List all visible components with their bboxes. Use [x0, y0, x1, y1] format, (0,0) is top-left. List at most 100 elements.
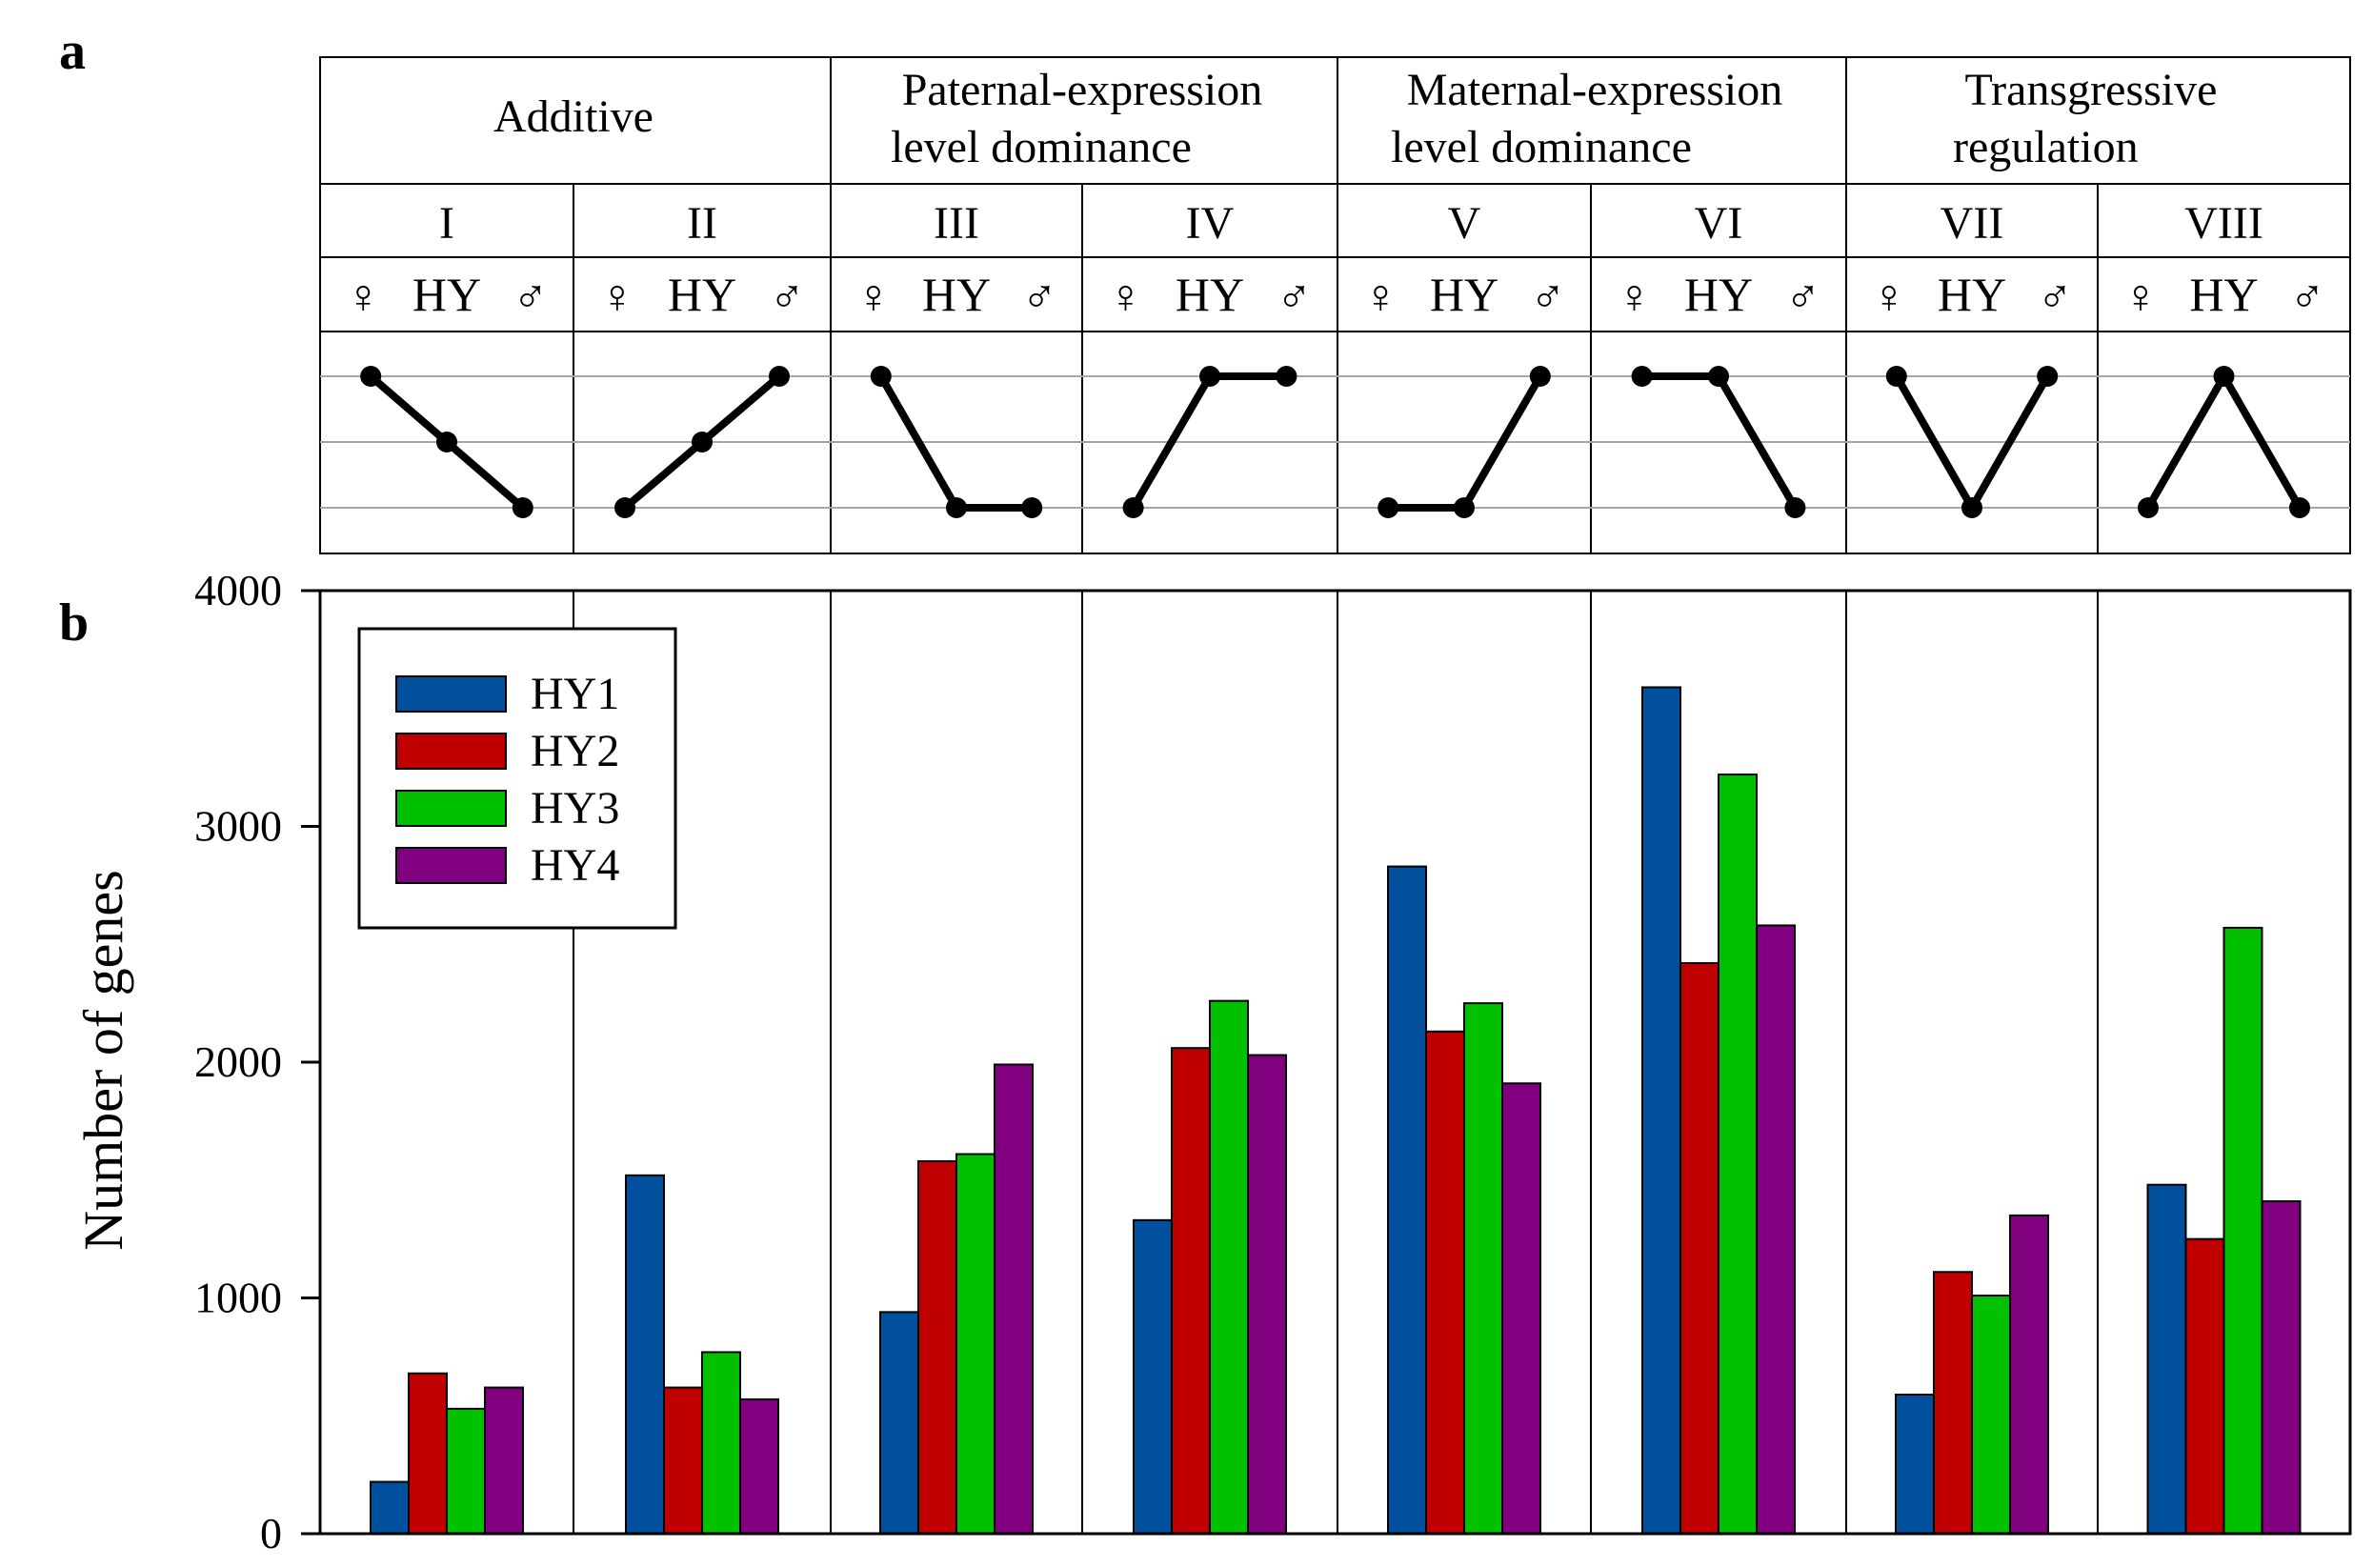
hybrid-label: HY: [1938, 268, 2006, 321]
pattern-point: [512, 497, 533, 518]
male-symbol: ♂: [1785, 270, 1821, 323]
pattern-point: [614, 497, 635, 518]
pattern-columns: I ♀ HY ♂ II ♀ HY ♂ III ♀ HY ♂ IV ♀ HY ♂ V ♀ HY ♂ VI ♀ HY ♂ VII ♀ H…: [320, 57, 2350, 553]
pattern-point: [1529, 366, 1551, 387]
legend-swatch-hy2: [395, 733, 507, 770]
male-symbol: ♂: [769, 270, 805, 323]
bar-hy4-viii: [2261, 1200, 2302, 1536]
hybrid-label: HY: [2189, 268, 2258, 321]
group-header-paternal-line1: Paternal-expression: [902, 65, 1263, 115]
pattern-point: [946, 497, 967, 518]
bar-hy4-v: [1501, 1082, 1541, 1536]
pattern-point: [2289, 497, 2310, 518]
pattern-label-vii: VII: [1941, 198, 2004, 249]
male-symbol: ♂: [513, 270, 549, 323]
bar-chart: 0 1000 2000 3000 4000 Number of genes HY1 HY2…: [72, 566, 2352, 1558]
bar-hy3-viii: [2222, 926, 2263, 1535]
panel-label-a: a: [59, 22, 86, 81]
group-header-transgressive-line2: regulation: [1953, 122, 2139, 172]
pattern-label-iii: III: [934, 198, 979, 249]
bar-hy3-v: [1463, 1002, 1503, 1535]
hybrid-label: HY: [922, 268, 991, 321]
legend-swatch-hy1: [395, 675, 507, 713]
pattern-point: [870, 366, 892, 387]
y-tick-label: 2000: [194, 1037, 282, 1086]
pattern-point: [1122, 497, 1144, 518]
pattern-label-ii: II: [687, 198, 717, 249]
pattern-point: [1199, 366, 1220, 387]
y-tick-label: 3000: [194, 802, 282, 851]
pattern-point: [2213, 366, 2235, 387]
y-tick-label: 0: [260, 1509, 282, 1558]
male-symbol: ♂: [1277, 270, 1313, 323]
legend-swatch-hy4: [395, 847, 507, 884]
bar-hy1-ii: [625, 1174, 665, 1536]
pattern-point: [2138, 497, 2159, 518]
group-header-maternal-line2: level dominance: [1391, 122, 1692, 172]
group-header-paternal-line2: level dominance: [891, 122, 1192, 172]
pattern-label-viii: VIII: [2184, 198, 2263, 249]
pattern-point: [1021, 497, 1043, 518]
hybrid-label: HY: [668, 268, 736, 321]
y-axis-label: Number of genes: [72, 870, 134, 1250]
hybrid-label: HY: [1176, 268, 1244, 321]
bar-hy1-i: [370, 1480, 410, 1536]
pattern-point: [769, 366, 790, 387]
pattern-point: [1454, 497, 1475, 518]
female-symbol: ♀: [1362, 270, 1398, 323]
legend-swatch-hy3: [395, 790, 507, 827]
legend-label-hy1: HY1: [531, 669, 619, 719]
panel-label-b: b: [59, 593, 89, 653]
bar-hy4-ii: [739, 1397, 779, 1536]
female-symbol: ♀: [345, 270, 381, 323]
bar-hy2-viii: [2184, 1237, 2225, 1535]
legend-label-hy2: HY2: [531, 726, 619, 776]
male-symbol: ♂: [1530, 270, 1566, 323]
pattern-point: [1784, 497, 1806, 518]
pattern-point: [2037, 366, 2059, 387]
pattern-point: [1961, 497, 1982, 518]
y-tick-label: 4000: [194, 566, 282, 614]
bar-hy2-vii: [1933, 1271, 1973, 1536]
bar-hy3-i: [446, 1407, 486, 1535]
pattern-label-iv: IV: [1186, 198, 1235, 249]
bar-hy1-iii: [879, 1311, 919, 1535]
y-axis: 0 1000 2000 3000 4000: [194, 566, 320, 1558]
bar-hy3-vi: [1718, 774, 1758, 1535]
bar-hy3-ii: [701, 1351, 741, 1536]
female-symbol: ♀: [1617, 270, 1653, 323]
pattern-point: [1378, 497, 1399, 518]
bar-hy1-viii: [2146, 1183, 2187, 1535]
bar-hy4-iv: [1247, 1054, 1287, 1535]
bar-hy4-iii: [994, 1063, 1034, 1535]
female-symbol: ♀: [599, 270, 635, 323]
pattern-label-vi: VI: [1695, 198, 1743, 249]
female-symbol: ♀: [2122, 270, 2159, 323]
group-header-maternal-line1: Maternal-expression: [1407, 65, 1783, 115]
hybrid-label: HY: [1430, 268, 1498, 321]
bar-hy2-i: [408, 1372, 448, 1535]
bar-hy3-iv: [1209, 999, 1249, 1535]
bar-hy4-i: [484, 1386, 524, 1536]
male-symbol: ♂: [1021, 270, 1057, 323]
bar-hy4-vi: [1756, 924, 1796, 1535]
pattern-label-i: I: [439, 198, 454, 249]
bar-hy1-iv: [1133, 1218, 1173, 1535]
bar-hy3-iii: [955, 1153, 995, 1536]
male-symbol: ♂: [2289, 270, 2325, 323]
bar-hy4-vii: [2009, 1214, 2049, 1535]
bar-hy2-vi: [1679, 962, 1719, 1535]
pattern-point: [692, 432, 713, 452]
pattern-point: [1885, 366, 1907, 387]
table-border: [319, 56, 2351, 554]
plot-frame: [318, 589, 2352, 1536]
female-symbol: ♀: [1108, 270, 1144, 323]
male-symbol: ♂: [2037, 270, 2073, 323]
hybrid-label: HY: [412, 268, 481, 321]
pattern-point: [1276, 366, 1297, 387]
female-symbol: ♀: [1871, 270, 1907, 323]
pattern-point: [1708, 366, 1729, 387]
bar-hy3-vii: [1971, 1295, 2011, 1536]
